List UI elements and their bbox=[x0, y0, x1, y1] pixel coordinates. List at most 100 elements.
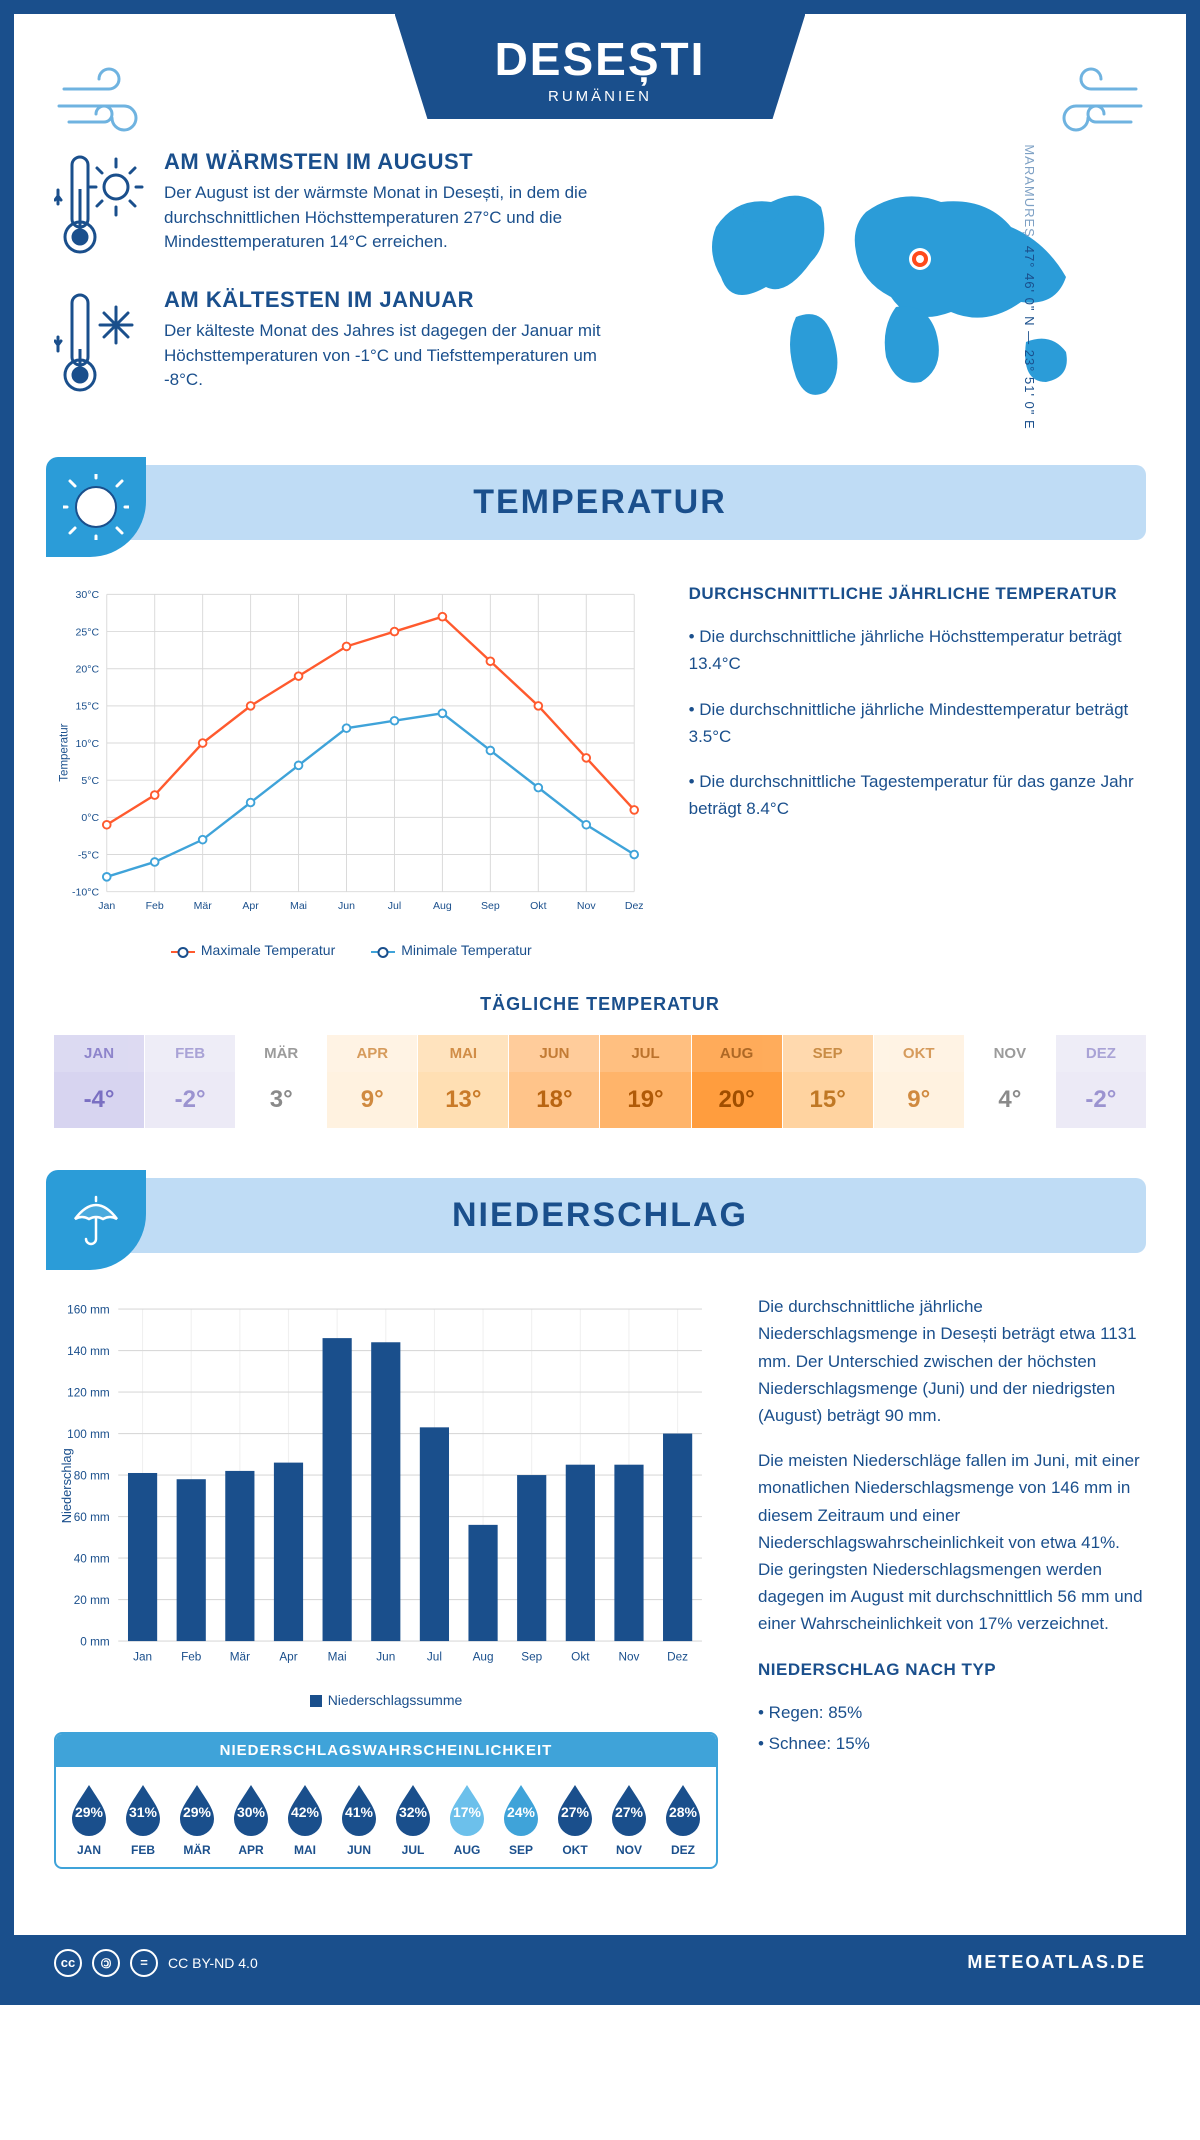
sun-icon bbox=[46, 457, 146, 557]
svg-text:15°C: 15°C bbox=[76, 701, 100, 713]
svg-text:-5°C: -5°C bbox=[78, 849, 100, 861]
drop-icon: 27% bbox=[550, 1781, 600, 1837]
world-map: MARAMUREȘ47° 46' 0" N — 23° 51' 0" E bbox=[645, 149, 1146, 425]
prob-cell: 30%APR bbox=[226, 1781, 276, 1857]
daily-temp-title: TÄGLICHE TEMPERATUR bbox=[54, 994, 1146, 1015]
country-subtitle: RUMÄNIEN bbox=[495, 88, 706, 105]
svg-text:Aug: Aug bbox=[473, 1651, 494, 1664]
precip-probability-box: NIEDERSCHLAGSWAHRSCHEINLICHKEIT 29%JAN31… bbox=[54, 1732, 718, 1869]
precip-bar-chart: 0 mm20 mm40 mm60 mm80 mm100 mm120 mm140 … bbox=[54, 1293, 718, 1684]
svg-text:Jan: Jan bbox=[98, 900, 115, 912]
by-icon: 🄯 bbox=[92, 1949, 120, 1977]
svg-text:Sep: Sep bbox=[481, 900, 500, 912]
title-ribbon: DESEȘTI RUMÄNIEN bbox=[395, 14, 806, 119]
prob-cell: 17%AUG bbox=[442, 1781, 492, 1857]
temperature-line-chart: -10°C-5°C0°C5°C10°C15°C20°C25°C30°CJanFe… bbox=[54, 580, 649, 930]
svg-text:Aug: Aug bbox=[433, 900, 452, 912]
prob-cell: 41%JUN bbox=[334, 1781, 384, 1857]
drop-icon: 31% bbox=[118, 1781, 168, 1837]
coordinates: MARAMUREȘ47° 46' 0" N — 23° 51' 0" E bbox=[1022, 144, 1037, 429]
coldest-fact: AM KÄLTESTEN IM JANUAR Der kälteste Mona… bbox=[54, 287, 605, 397]
footer: cc 🄯 = CC BY-ND 4.0 METEOATLAS.DE bbox=[14, 1935, 1186, 1991]
prob-cell: 27%OKT bbox=[550, 1781, 600, 1857]
svg-text:Mär: Mär bbox=[230, 1651, 250, 1664]
daily-temp-table: JAN-4°FEB-2°MÄR3°APR9°MAI13°JUN18°JUL19°… bbox=[54, 1035, 1146, 1128]
daily-temp-cell: AUG20° bbox=[692, 1035, 782, 1128]
svg-text:Jul: Jul bbox=[388, 900, 401, 912]
cc-icon: cc bbox=[54, 1949, 82, 1977]
svg-text:Dez: Dez bbox=[625, 900, 644, 912]
svg-text:Feb: Feb bbox=[181, 1651, 202, 1664]
svg-text:Apr: Apr bbox=[242, 900, 259, 912]
daily-temp-cell: APR9° bbox=[327, 1035, 417, 1128]
svg-text:Sep: Sep bbox=[521, 1651, 542, 1664]
temp-section-title: TEMPERATUR bbox=[54, 483, 1146, 522]
svg-text:30°C: 30°C bbox=[76, 589, 100, 601]
warmest-fact: AM WÄRMSTEN IM AUGUST Der August ist der… bbox=[54, 149, 605, 259]
wind-icon bbox=[1036, 64, 1146, 149]
daily-temp-cell: FEB-2° bbox=[145, 1035, 235, 1128]
drop-icon: 42% bbox=[280, 1781, 330, 1837]
svg-text:Niederschlag: Niederschlag bbox=[59, 1449, 74, 1524]
precip-section-title: NIEDERSCHLAG bbox=[54, 1196, 1146, 1235]
svg-text:Temperatur: Temperatur bbox=[58, 723, 70, 781]
daily-temp-cell: NOV4° bbox=[965, 1035, 1055, 1128]
drop-icon: 24% bbox=[496, 1781, 546, 1837]
prob-cell: 32%JUL bbox=[388, 1781, 438, 1857]
coldest-text: Der kälteste Monat des Jahres ist dagege… bbox=[164, 319, 605, 393]
svg-text:Nov: Nov bbox=[619, 1651, 640, 1664]
infographic-page: DESEȘTI RUMÄNIEN AM WÄRMSTEN IM AUGUST D… bbox=[0, 0, 1200, 2005]
svg-text:Okt: Okt bbox=[530, 900, 546, 912]
nd-icon: = bbox=[130, 1949, 158, 1977]
svg-text:Apr: Apr bbox=[279, 1651, 297, 1664]
svg-text:60 mm: 60 mm bbox=[74, 1511, 110, 1524]
svg-text:5°C: 5°C bbox=[81, 775, 99, 787]
svg-text:40 mm: 40 mm bbox=[74, 1553, 110, 1566]
daily-temp-cell: JUL19° bbox=[600, 1035, 690, 1128]
daily-temp-cell: DEZ-2° bbox=[1056, 1035, 1146, 1128]
svg-text:10°C: 10°C bbox=[76, 738, 100, 750]
daily-temp-cell: JUN18° bbox=[509, 1035, 599, 1128]
svg-text:20 mm: 20 mm bbox=[74, 1594, 110, 1607]
svg-text:0 mm: 0 mm bbox=[80, 1636, 110, 1649]
prob-cell: 24%SEP bbox=[496, 1781, 546, 1857]
warmest-title: AM WÄRMSTEN IM AUGUST bbox=[164, 149, 605, 175]
svg-text:Jun: Jun bbox=[376, 1651, 395, 1664]
svg-text:Jul: Jul bbox=[427, 1651, 442, 1664]
svg-text:-10°C: -10°C bbox=[72, 887, 99, 899]
wind-icon bbox=[54, 64, 164, 149]
svg-text:Jan: Jan bbox=[133, 1651, 152, 1664]
prob-cell: 42%MAI bbox=[280, 1781, 330, 1857]
svg-text:25°C: 25°C bbox=[76, 626, 100, 638]
daily-temp-cell: OKT9° bbox=[874, 1035, 964, 1128]
site-name: METEOATLAS.DE bbox=[967, 1952, 1146, 1973]
temperature-banner: TEMPERATUR bbox=[54, 465, 1146, 540]
intro-row: AM WÄRMSTEN IM AUGUST Der August ist der… bbox=[54, 149, 1146, 425]
prob-cell: 27%NOV bbox=[604, 1781, 654, 1857]
coldest-title: AM KÄLTESTEN IM JANUAR bbox=[164, 287, 605, 313]
drop-icon: 30% bbox=[226, 1781, 276, 1837]
temp-content: -10°C-5°C0°C5°C10°C15°C20°C25°C30°CJanFe… bbox=[54, 580, 1146, 958]
svg-text:Nov: Nov bbox=[577, 900, 596, 912]
header: DESEȘTI RUMÄNIEN bbox=[54, 44, 1146, 119]
precip-text: Die durchschnittliche jährliche Niedersc… bbox=[758, 1293, 1146, 1869]
svg-text:Jun: Jun bbox=[338, 900, 355, 912]
svg-text:Okt: Okt bbox=[571, 1651, 590, 1664]
svg-text:100 mm: 100 mm bbox=[67, 1428, 110, 1441]
drop-icon: 32% bbox=[388, 1781, 438, 1837]
drop-icon: 29% bbox=[172, 1781, 222, 1837]
drop-icon: 17% bbox=[442, 1781, 492, 1837]
drop-icon: 41% bbox=[334, 1781, 384, 1837]
prob-cell: 29%MÄR bbox=[172, 1781, 222, 1857]
city-title: DESEȘTI bbox=[495, 32, 706, 86]
precip-content: 0 mm20 mm40 mm60 mm80 mm100 mm120 mm140 … bbox=[54, 1293, 1146, 1869]
drop-icon: 29% bbox=[64, 1781, 114, 1837]
thermometer-cold-icon bbox=[54, 287, 144, 397]
svg-text:0°C: 0°C bbox=[81, 812, 99, 824]
license: cc 🄯 = CC BY-ND 4.0 bbox=[54, 1949, 258, 1977]
prob-cell: 29%JAN bbox=[64, 1781, 114, 1857]
svg-text:Mai: Mai bbox=[328, 1651, 347, 1664]
svg-text:120 mm: 120 mm bbox=[67, 1387, 110, 1400]
umbrella-icon bbox=[46, 1170, 146, 1270]
prob-cell: 28%DEZ bbox=[658, 1781, 708, 1857]
